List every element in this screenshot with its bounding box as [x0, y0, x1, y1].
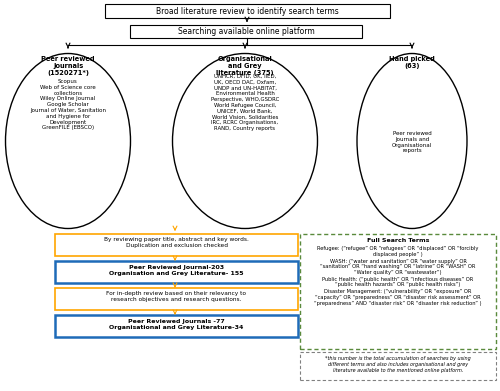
Text: WASH: (“water and sanitation” OR “water supply” OR
“sanitation” OR “hand washing: WASH: (“water and sanitation” OR “water …	[320, 258, 476, 275]
Text: Broad literature review to identify search terms: Broad literature review to identify sear…	[156, 7, 339, 16]
Text: Searching available online platform: Searching available online platform	[178, 27, 314, 36]
Text: Peer reviewed
Journals
(1520271*): Peer reviewed Journals (1520271*)	[41, 56, 95, 76]
FancyBboxPatch shape	[55, 261, 298, 283]
Text: Full Search Terms: Full Search Terms	[367, 238, 429, 243]
FancyBboxPatch shape	[105, 4, 390, 18]
Text: Hand picked
(63): Hand picked (63)	[389, 56, 435, 69]
FancyBboxPatch shape	[300, 352, 496, 380]
Text: Peer Reviewed Journals -77
Organisational and Grey Literature-34: Peer Reviewed Journals -77 Organisationa…	[110, 319, 244, 330]
FancyBboxPatch shape	[300, 234, 496, 349]
Text: *this number is the total accumulation of searches by using
different terms and : *this number is the total accumulation o…	[325, 356, 471, 373]
FancyBboxPatch shape	[130, 25, 362, 38]
Text: Organisational
and Grey
literature (375): Organisational and Grey literature (375)	[216, 56, 274, 76]
Text: Peer reviewed
Journals and
Organisational
reports: Peer reviewed Journals and Organisationa…	[392, 131, 432, 153]
Ellipse shape	[172, 54, 318, 228]
Ellipse shape	[6, 54, 130, 228]
FancyBboxPatch shape	[55, 315, 298, 337]
Ellipse shape	[357, 54, 467, 228]
Text: Refugee: (“refugee” OR “refugees” OR “displaced” OR “forcibly
displaced people” : Refugee: (“refugee” OR “refugees” OR “di…	[318, 246, 478, 257]
Text: Disaster Management: (“vulnerability” OR “exposure” OR
“capacity” OR “preparedne: Disaster Management: (“vulnerability” OR…	[314, 289, 482, 306]
FancyBboxPatch shape	[55, 288, 298, 310]
FancyBboxPatch shape	[55, 234, 298, 256]
Text: Scopus
Web of Science core
collections
Wiley Online Journal
Google Scholar
Journ: Scopus Web of Science core collections W…	[30, 79, 106, 131]
Text: By reviewing paper title, abstract and key words.
Duplication and exclusion chec: By reviewing paper title, abstract and k…	[104, 237, 249, 248]
Text: Peer Reviewed Journal-203
Organisation and Grey Literature- 155: Peer Reviewed Journal-203 Organisation a…	[109, 265, 244, 276]
Text: UNHCR, DFID, UK, IIED,
UK, OECD DAC, Oxfam,
UNDP and UN-HABITAT,
Environmental H: UNHCR, DFID, UK, IIED, UK, OECD DAC, Oxf…	[211, 74, 279, 131]
Text: For in-depth review based on their relevancy to
research objectives and research: For in-depth review based on their relev…	[106, 292, 246, 302]
Text: Public Health: (“public health” OR “infectious diseases” OR
“public health hazar: Public Health: (“public health” OR “infe…	[322, 276, 474, 287]
